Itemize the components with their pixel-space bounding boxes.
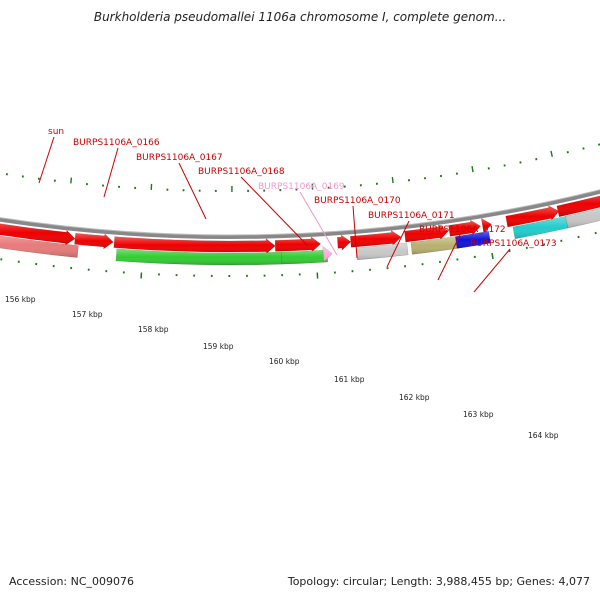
scale-tick [391,177,394,184]
scale-label-7: 162 kbp [399,393,430,402]
leader-line-5 [299,191,338,256]
gene-label-8: BURPS1106A_0172 [419,225,506,235]
cds-arrow-9-shade [481,218,492,234]
leader-line-1 [38,136,55,184]
gene-0170-shade [356,242,409,260]
label-leader-lines [38,136,511,293]
gene-0171-shade [410,236,458,255]
gene-label-7: BURPS1106A_0171 [368,211,455,221]
scale-tick [70,177,73,184]
gene-label-4: BURPS1106A_0168 [198,167,285,177]
scale-label-1: 156 kbp [5,295,36,304]
gene-0166-shade [115,248,282,265]
leader-line-9 [473,248,511,293]
cds-arrow-2-shade [74,233,114,249]
gene-labels: sun BURPS1106A_0166 BURPS1106A_0167 BURPS11… [48,127,557,249]
gene-sun-shade [0,235,79,258]
backbone-arc [0,189,600,239]
feature-ticks [0,231,597,279]
leader-line-8 [437,234,461,281]
cds-arrow-8-shade [448,220,481,237]
feature-tick [491,252,494,260]
scale-label-2: 157 kbp [72,310,103,319]
scale-label-9: 164 kbp [528,431,559,440]
gene-0173-shade [512,216,569,239]
cds-arrow-1-shade [0,223,76,246]
cds-arrow-7-shade [404,224,449,243]
gene-next-shade [565,208,600,229]
gene-label-3: BURPS1106A_0167 [136,153,223,163]
scale-label-5: 160 kbp [269,357,300,366]
cds-arrow-10-shade [505,205,560,227]
scale-label-3: 158 kbp [138,325,169,334]
gene-label-9: BURPS1106A_0173 [470,239,557,249]
scale-tick [471,166,474,173]
backbone-highlight [0,189,600,236]
scale-tick [550,150,553,157]
gene-label-2: BURPS1106A_0166 [73,138,160,148]
gene-0172-shade [455,231,491,249]
scale-ticks [5,143,600,192]
leader-line-2 [103,147,119,198]
leader-line-6 [352,205,358,259]
gene-0167-shade [281,249,328,265]
scale-label-8: 163 kbp [463,410,494,419]
gene-0169-shade [322,246,333,263]
leader-line-3 [178,162,207,220]
gene-label-6: BURPS1106A_0170 [314,196,401,206]
cds-arrow-11-shade [556,195,600,217]
scale-labels: 156 kbp 157 kbp 158 kbp 159 kbp 160 kbp 161 k… [5,295,559,440]
gene-label-1: sun [48,127,64,137]
scale-label-4: 159 kbp [203,342,234,351]
cds-arrow-5-shade [337,234,351,250]
leader-line-4 [240,176,308,246]
accession-label: Accession: NC_009076 [9,575,135,588]
gene-features [0,195,600,266]
leader-line-7 [386,220,410,268]
scale-label-6: 161 kbp [334,375,365,384]
chromosome-backbone [0,189,600,239]
gene-label-5: BURPS1106A_0169 [258,182,345,192]
cds-arrow-6-shade [350,230,402,248]
genome-summary: Topology: circular; Length: 3,988,455 bp… [287,575,590,588]
cds-arrow-4-shade [275,236,321,252]
cds-arrow-3-shade [113,236,276,254]
map-title: Burkholderia pseudomallei 1106a chromoso… [93,10,507,24]
